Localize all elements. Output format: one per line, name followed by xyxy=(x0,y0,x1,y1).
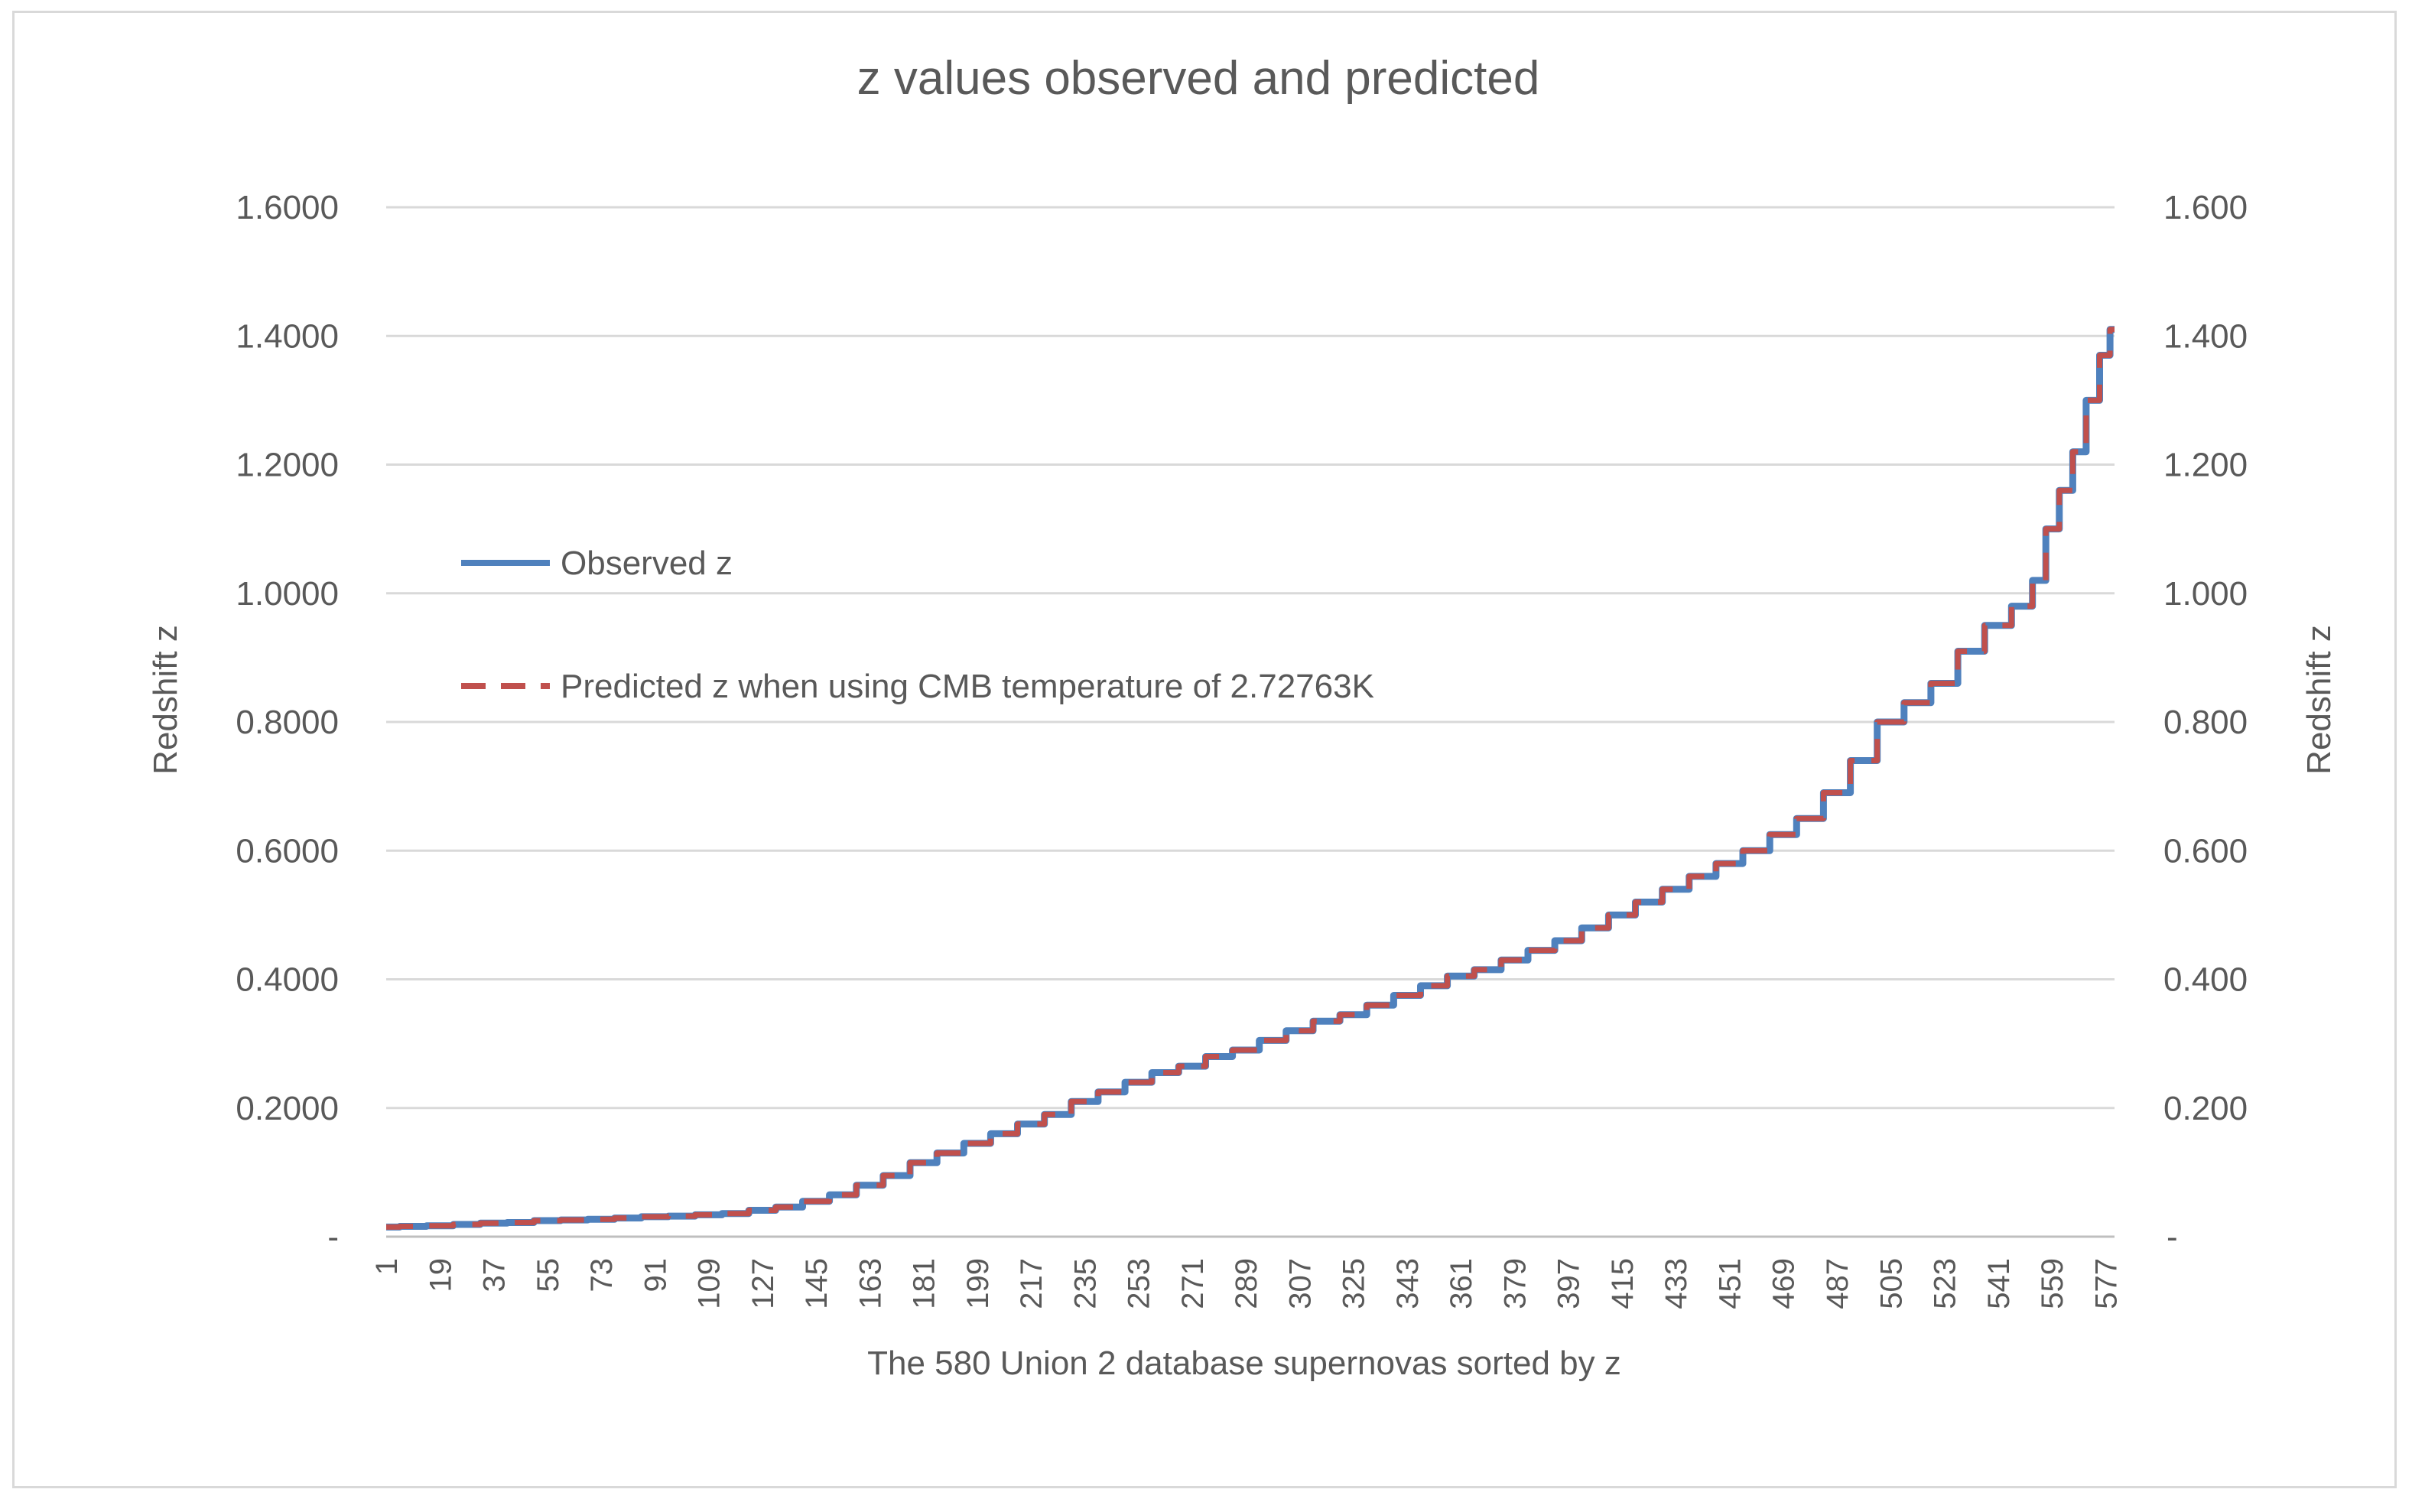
y-right-tick-label-4: 0.800 xyxy=(2163,704,2248,741)
y-right-tick-label-6: 1.200 xyxy=(2163,447,2248,484)
x-tick-label-1: 19 xyxy=(424,1258,457,1293)
x-tick-label-26: 469 xyxy=(1767,1258,1801,1309)
y-axis-left-title: Redshift z xyxy=(147,625,184,775)
x-tick-label-16: 289 xyxy=(1230,1258,1263,1309)
y-right-tick-label-1: 0.200 xyxy=(2163,1090,2248,1127)
y-left-tick-label-4: 0.8000 xyxy=(236,704,339,741)
y-left-tick-label-6: 1.2000 xyxy=(236,447,339,484)
x-tick-label-6: 109 xyxy=(693,1258,727,1309)
chart-svg: z values observed and predicted - 0.2000 0… xyxy=(147,52,2338,1382)
y-left-tick-label-5: 1.0000 xyxy=(236,575,339,613)
x-tick-label-0: 1 xyxy=(370,1258,404,1275)
y-right-tick-label-0: - xyxy=(2167,1218,2178,1256)
x-tick-label-21: 379 xyxy=(1498,1258,1532,1309)
x-tick-label-19: 343 xyxy=(1391,1258,1425,1309)
legend: Observed z Predicted z when using CMB te… xyxy=(461,545,1374,705)
x-tick-label-22: 397 xyxy=(1552,1258,1586,1309)
x-tick-label-17: 307 xyxy=(1283,1258,1317,1309)
y-axis-right: - 0.200 0.400 0.600 0.800 1.000 1.200 1.400 1.60… xyxy=(2163,189,2248,1256)
x-tick-label-13: 235 xyxy=(1068,1258,1102,1309)
series-line-predicted xyxy=(386,327,2115,1230)
chart-title: z values observed and predicted xyxy=(857,52,1540,105)
x-tick-label-24: 433 xyxy=(1659,1258,1693,1309)
x-tick-label-3: 55 xyxy=(531,1258,565,1293)
x-tick-label-2: 37 xyxy=(478,1258,512,1293)
gridlines xyxy=(386,206,2115,1238)
x-tick-label-23: 415 xyxy=(1606,1258,1640,1309)
x-tick-label-30: 541 xyxy=(1982,1258,2016,1309)
x-axis-title: The 580 Union 2 database supernovas sort… xyxy=(867,1345,1621,1382)
y-right-tick-label-3: 0.600 xyxy=(2163,832,2248,870)
x-tick-label-15: 271 xyxy=(1176,1258,1210,1309)
x-tick-label-29: 523 xyxy=(1929,1258,1962,1309)
y-axis-right-title: Redshift z xyxy=(2300,625,2338,775)
y-right-tick-label-7: 1.400 xyxy=(2163,317,2248,355)
x-tick-label-5: 91 xyxy=(639,1258,672,1293)
x-tick-label-25: 451 xyxy=(1713,1258,1747,1309)
x-tick-label-7: 127 xyxy=(746,1258,780,1309)
legend-label-observed: Observed z xyxy=(561,545,733,582)
y-left-tick-label-0: - xyxy=(327,1218,339,1256)
x-tick-label-14: 253 xyxy=(1123,1258,1156,1309)
x-tick-label-28: 505 xyxy=(1874,1258,1908,1309)
y-right-tick-label-5: 1.000 xyxy=(2163,575,2248,613)
x-tick-label-31: 559 xyxy=(2036,1258,2069,1309)
y-right-tick-label-2: 0.400 xyxy=(2163,961,2248,999)
y-left-tick-label-2: 0.4000 xyxy=(236,961,339,999)
y-right-tick-label-8: 1.600 xyxy=(2163,189,2248,226)
series-group xyxy=(386,326,2115,1231)
y-left-tick-label-1: 0.2000 xyxy=(236,1090,339,1127)
chart-frame: z values observed and predicted - 0.2000 0… xyxy=(12,11,2397,1488)
x-tick-label-27: 487 xyxy=(1821,1258,1855,1309)
legend-label-predicted: Predicted z when using CMB temperature o… xyxy=(561,668,1374,705)
y-left-tick-label-3: 0.6000 xyxy=(236,832,339,870)
y-left-tick-label-7: 1.4000 xyxy=(236,317,339,355)
x-tick-label-11: 199 xyxy=(961,1258,995,1309)
x-tick-label-32: 577 xyxy=(2089,1258,2123,1309)
y-left-tick-label-8: 1.6000 xyxy=(236,189,339,226)
x-tick-label-18: 325 xyxy=(1338,1258,1371,1309)
x-tick-label-20: 361 xyxy=(1445,1258,1478,1309)
x-tick-label-9: 163 xyxy=(853,1258,887,1309)
x-tick-label-12: 217 xyxy=(1015,1258,1048,1309)
x-tick-label-4: 73 xyxy=(585,1258,619,1293)
x-axis: 1 19 37 55 73 91 109 127 145 163 181 199 217 235 253 27… xyxy=(370,1258,2123,1309)
x-tick-label-8: 145 xyxy=(800,1258,834,1309)
x-tick-label-10: 181 xyxy=(908,1258,941,1309)
y-axis-left: - 0.2000 0.4000 0.6000 0.8000 1.0000 1.2000 1.4… xyxy=(236,189,339,1256)
